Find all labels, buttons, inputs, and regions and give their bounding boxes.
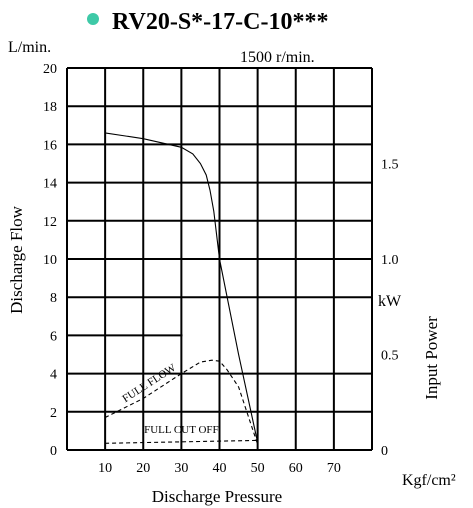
y-tick-label: 4	[50, 368, 57, 383]
tick-labels: 0 2 4 6 8 10 12 14 16 18 20 10 20 30 40 50 60 70 0 0.5 1.0 1.…	[43, 62, 399, 476]
y2-tick-label: 1.0	[381, 253, 399, 268]
x-axis-title: Discharge Pressure	[152, 487, 282, 506]
y2-unit-label: kW	[378, 293, 402, 310]
speed-label: 1500 r/min.	[240, 49, 315, 66]
series-full-cut-off	[105, 439, 258, 444]
y2-tick-label: 0	[381, 444, 388, 459]
y-tick-label: 16	[43, 138, 57, 153]
series-full-flow	[104, 359, 259, 445]
y2-tick-label: 1.5	[381, 158, 399, 173]
y-tick-label: 2	[50, 406, 57, 421]
x-tick-label: 40	[213, 461, 227, 476]
y-unit-label: L/min.	[8, 39, 51, 56]
x-tick-label: 20	[136, 461, 150, 476]
x-tick-label: 10	[98, 461, 112, 476]
y2-tick-label: 0.5	[381, 349, 399, 364]
x-tick-label: 60	[289, 461, 303, 476]
y-tick-label: 14	[43, 177, 57, 192]
series-lines	[104, 132, 259, 445]
y-axis-title: Discharge Flow	[7, 205, 26, 314]
x-tick-label: 30	[174, 461, 188, 476]
grid	[66, 67, 373, 451]
y-tick-label: 18	[43, 100, 57, 115]
y-tick-label: 6	[50, 329, 57, 344]
chart-title: RV20-S*-17-C-10***	[112, 9, 328, 35]
y-tick-label: 12	[43, 215, 57, 230]
y-tick-label: 8	[50, 291, 57, 306]
series-discharge-flow	[105, 132, 259, 443]
full-cut-off-label: FULL CUT OFF	[144, 424, 219, 436]
full-flow-label: FULL FLOW	[120, 361, 178, 405]
y-tick-label: 20	[43, 62, 57, 77]
y2-axis-title: Input Power	[422, 316, 441, 400]
x-unit-label: Kgf/cm²	[402, 472, 456, 489]
title-bullet-icon	[87, 13, 99, 25]
x-tick-label: 50	[251, 461, 265, 476]
y-tick-label: 10	[43, 253, 57, 268]
x-tick-label: 70	[327, 461, 341, 476]
y-tick-label: 0	[50, 444, 57, 459]
